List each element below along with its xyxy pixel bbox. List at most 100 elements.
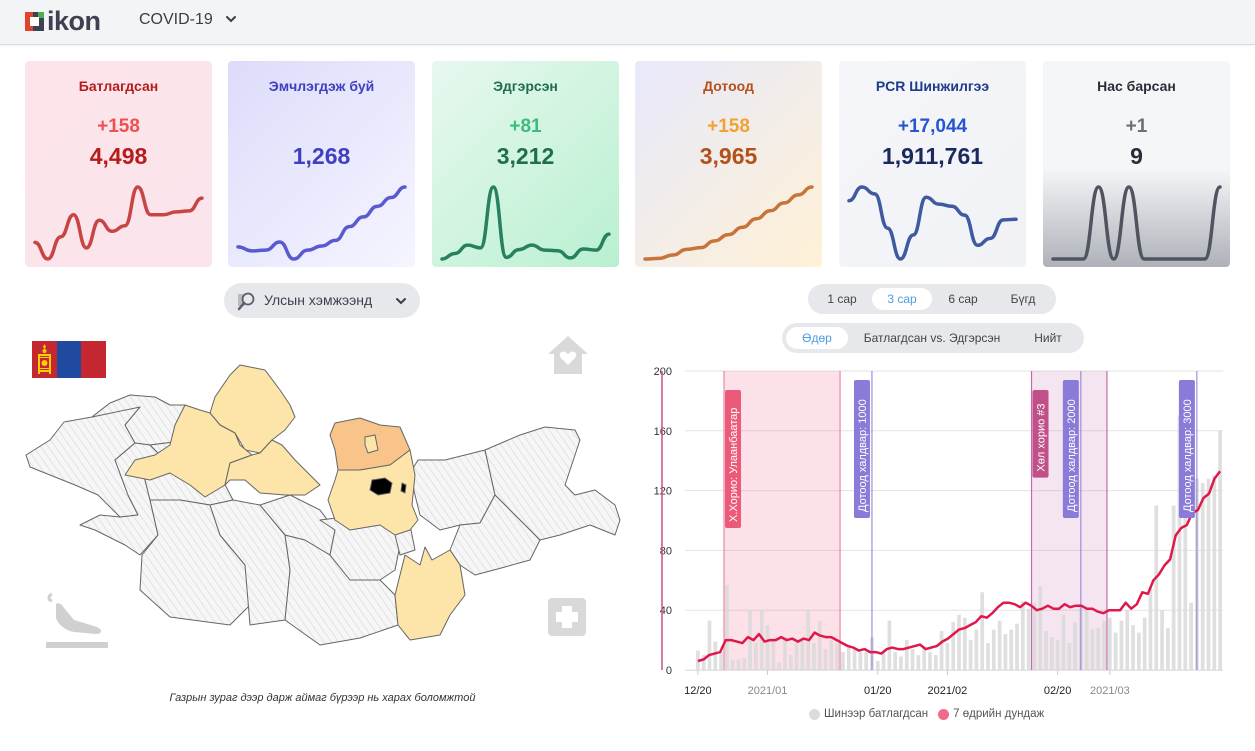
stat-card-active[interactable]: Эмчлэгдэж буй 1,268 [228, 61, 415, 267]
bar-new-cases[interactable] [997, 620, 1002, 670]
bar-new-cases[interactable] [707, 620, 712, 670]
bar-new-cases[interactable] [1154, 505, 1159, 670]
bar-new-cases[interactable] [800, 640, 805, 670]
stat-card-recovered[interactable]: Эдгэрсэн +81 3,212 [432, 61, 619, 267]
tab-confirmed-vs-recovered[interactable]: Батлагдсан vs. Эдгэрсэн [863, 331, 1001, 345]
bar-new-cases[interactable] [1020, 601, 1025, 670]
region-selector[interactable]: Улсын хэмжээнд [224, 283, 420, 318]
bar-new-cases[interactable] [701, 655, 706, 670]
ikon-logo[interactable]: ikon [25, 8, 101, 35]
stat-card-local[interactable]: Дотоод +158 3,965 [635, 61, 822, 267]
bar-new-cases[interactable] [1166, 628, 1170, 670]
bar-new-cases[interactable] [1218, 430, 1222, 670]
bar-new-cases[interactable] [1200, 483, 1205, 670]
bar-new-cases[interactable] [1096, 628, 1101, 670]
bar-new-cases[interactable] [974, 629, 979, 670]
bar-new-cases[interactable] [1183, 490, 1188, 670]
bar-new-cases[interactable] [1212, 475, 1217, 670]
tab-daily[interactable]: Өдөр [786, 327, 848, 349]
bar-new-cases[interactable] [1177, 415, 1182, 670]
bar-new-cases[interactable] [916, 655, 921, 670]
bar-new-cases[interactable] [899, 656, 903, 670]
bar-new-cases[interactable] [846, 647, 851, 670]
province-ulaanbaatar[interactable] [369, 477, 393, 496]
bar-new-cases[interactable] [1049, 637, 1054, 670]
bar-new-cases[interactable] [748, 610, 752, 670]
bar-new-cases[interactable] [765, 625, 770, 670]
bar-new-cases[interactable] [771, 640, 776, 670]
tab-total[interactable]: Нийт [1034, 331, 1062, 345]
province-baganuur[interactable] [400, 482, 407, 494]
bar-new-cases[interactable] [1206, 478, 1211, 670]
bar-new-cases[interactable] [1009, 629, 1014, 670]
bar-new-cases[interactable] [759, 610, 764, 670]
bar-new-cases[interactable] [1084, 610, 1089, 670]
bar-new-cases[interactable] [928, 652, 932, 670]
bar-new-cases[interactable] [962, 617, 967, 670]
bar-new-cases[interactable] [887, 620, 892, 670]
province-bulgan[interactable] [224, 439, 321, 496]
plane-landing-icon[interactable] [44, 590, 110, 650]
bar-new-cases[interactable] [968, 640, 973, 670]
bar-new-cases[interactable] [980, 592, 985, 670]
bar-new-cases[interactable] [1119, 620, 1124, 670]
bar-new-cases[interactable] [1160, 610, 1164, 670]
bar-new-cases[interactable] [910, 649, 915, 670]
bar-new-cases[interactable] [945, 643, 950, 670]
bar-new-cases[interactable] [1067, 643, 1072, 670]
bar-new-cases[interactable] [922, 647, 927, 670]
bar-new-cases[interactable] [1038, 586, 1043, 670]
tab-3-months[interactable]: 3 сар [872, 288, 932, 310]
bar-new-cases[interactable] [794, 643, 799, 670]
bar-new-cases[interactable] [736, 659, 741, 670]
bar-new-cases[interactable] [1189, 602, 1193, 670]
bar-new-cases[interactable] [783, 637, 787, 670]
bar-new-cases[interactable] [1073, 622, 1077, 670]
bar-new-cases[interactable] [933, 655, 938, 670]
province-tuv[interactable] [327, 449, 419, 536]
bar-new-cases[interactable] [1102, 620, 1106, 670]
province-govi-altai[interactable] [139, 499, 251, 626]
bar-new-cases[interactable] [829, 640, 834, 670]
bar-new-cases[interactable] [1026, 608, 1031, 670]
stat-card-pcr[interactable]: PCR Шинжилгээ +17,044 1,911,761 [839, 61, 1026, 267]
bar-new-cases[interactable] [725, 584, 729, 670]
bar-new-cases[interactable] [904, 640, 909, 670]
tab-all[interactable]: Бүгд [1010, 292, 1036, 306]
bar-new-cases[interactable] [1137, 632, 1141, 670]
bar-new-cases[interactable] [788, 655, 793, 670]
bar-new-cases[interactable] [939, 631, 944, 670]
bar-new-cases[interactable] [875, 661, 880, 670]
mongolia-province-map[interactable] [20, 355, 625, 655]
hospital-cross-icon[interactable] [548, 598, 586, 636]
bar-new-cases[interactable] [881, 652, 886, 670]
bar-new-cases[interactable] [1113, 632, 1118, 670]
bar-new-cases[interactable] [1015, 623, 1019, 670]
bar-new-cases[interactable] [1171, 505, 1176, 670]
bar-new-cases[interactable] [1090, 629, 1095, 670]
province-dornogovi[interactable] [394, 546, 466, 641]
bar-new-cases[interactable] [957, 614, 961, 670]
bar-new-cases[interactable] [864, 652, 869, 670]
legend-label-new-cases[interactable]: Шинээр батлагдсан [824, 708, 929, 720]
bar-new-cases[interactable] [1142, 617, 1147, 670]
bar-new-cases[interactable] [893, 652, 898, 670]
bar-new-cases[interactable] [1125, 610, 1130, 670]
bar-new-cases[interactable] [777, 662, 781, 670]
bar-new-cases[interactable] [713, 641, 718, 670]
bar-new-cases[interactable] [812, 643, 816, 670]
bar-new-cases[interactable] [1061, 614, 1066, 670]
bar-new-cases[interactable] [1148, 587, 1153, 670]
home-heart-icon[interactable] [546, 334, 590, 376]
stat-card-deaths[interactable]: Нас барсан +1 9 [1043, 61, 1230, 267]
bar-new-cases[interactable] [841, 652, 845, 670]
province-dornod[interactable] [484, 426, 621, 541]
bar-new-cases[interactable] [1032, 602, 1037, 670]
bar-new-cases[interactable] [1044, 631, 1048, 670]
bar-new-cases[interactable] [719, 652, 723, 670]
topic-selector[interactable]: COVID-19 [139, 11, 213, 28]
bar-new-cases[interactable] [730, 659, 735, 670]
bar-new-cases[interactable] [817, 620, 822, 670]
chevron-down-icon[interactable] [224, 12, 238, 26]
bar-new-cases[interactable] [858, 652, 863, 670]
